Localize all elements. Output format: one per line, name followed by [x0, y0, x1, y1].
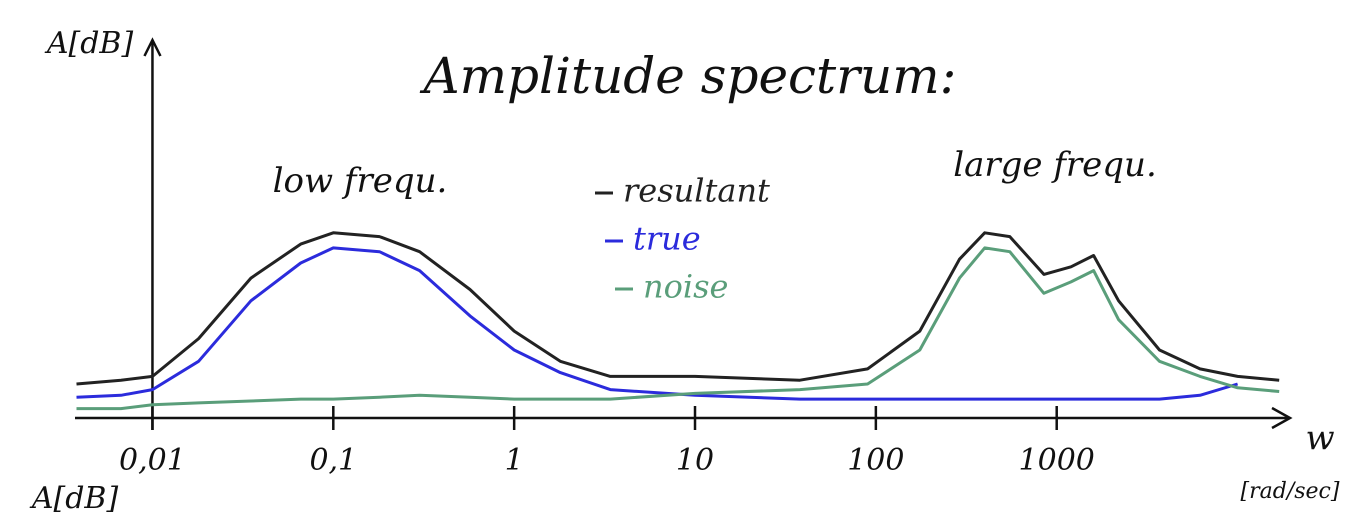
axes — [75, 408, 1290, 428]
x-tick-label: 1000 — [1019, 443, 1095, 478]
page: Amplitude spectrum: A[dB] w [rad/sec] lo… — [0, 0, 1370, 519]
x-axis-label: w — [1305, 418, 1334, 458]
chart: Amplitude spectrum: A[dB] w [rad/sec] lo… — [0, 0, 1370, 519]
annotation: large frequ. — [953, 145, 1157, 185]
chart-title: Amplitude spectrum: — [419, 47, 956, 105]
annotation: low frequ. — [273, 161, 448, 201]
next-chart-y-label: A[dB] — [29, 481, 119, 516]
x-tick-label: 10 — [676, 443, 714, 478]
x-tick-label: 0,1 — [309, 443, 357, 478]
legend-label: true — [633, 220, 701, 258]
x-tick-label: 0,01 — [119, 443, 186, 478]
x-tick-label: 1 — [505, 443, 524, 478]
x-axis-unit: [rad/sec] — [1241, 479, 1340, 504]
y-axis-label: A[dB] — [44, 26, 134, 61]
x-tick-label: 100 — [847, 443, 904, 478]
legend-label: resultant — [623, 172, 770, 210]
legend-label: noise — [643, 268, 728, 306]
